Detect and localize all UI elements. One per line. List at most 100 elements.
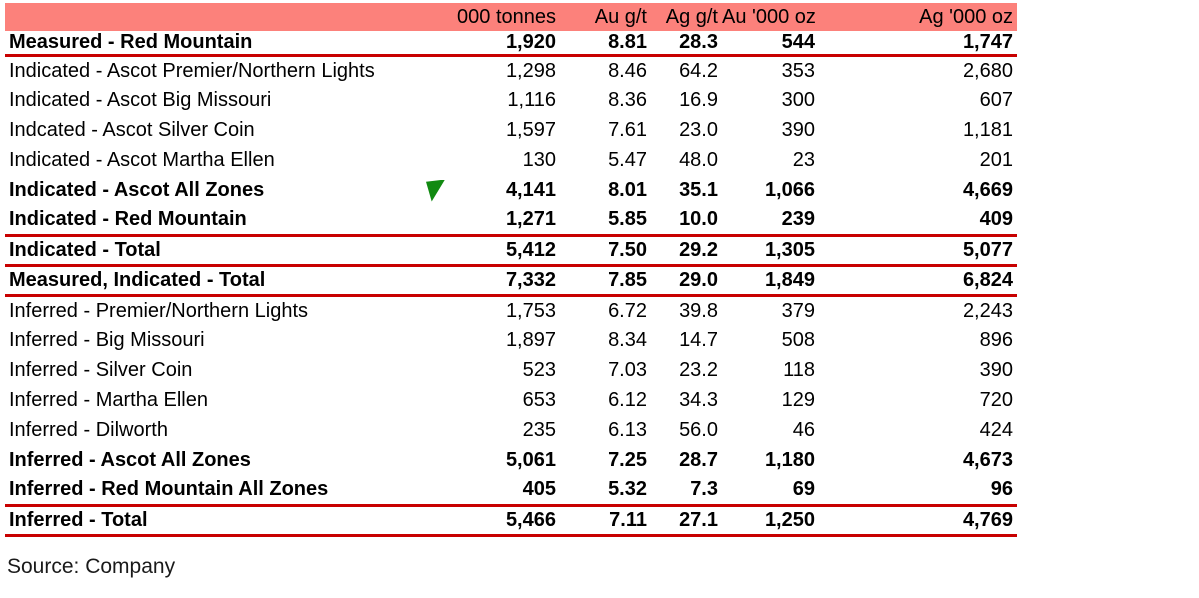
cell-value: 46 <box>792 419 815 441</box>
table-header: 000 tonnes Au g/t Ag g/t Au '000 oz Ag '000 … <box>5 3 1017 31</box>
cell-value: 6.12 <box>608 389 647 411</box>
cell-value: 64.2 <box>679 59 718 82</box>
cell-value: 607 <box>979 89 1013 111</box>
cell-value: 10.0 <box>651 205 722 237</box>
cell-value: 1,066 <box>764 179 815 201</box>
cell-value: 1,298 <box>505 59 556 82</box>
cell-value: 353 <box>781 59 815 82</box>
cell-value: 5,466 <box>450 505 560 537</box>
row-label: Inferred - Silver Coin <box>9 359 193 381</box>
cell-value: 8.01 <box>608 179 647 201</box>
table-row: Indicated - Red Mountain 1,271 5.85 10.0 239… <box>5 205 1017 237</box>
cell-value: 390 <box>979 359 1013 381</box>
cell-value: 4,669 <box>962 179 1013 201</box>
cell-value: 7.25 <box>608 449 647 471</box>
column-header: Ag '000 oz <box>819 3 1017 31</box>
row-label: Inferred - Premier/Northern Lights <box>9 299 309 322</box>
row-label: Inferred - Martha Ellen <box>9 389 208 411</box>
table-row: Inferred - Martha Ellen 653 6.12 34.3 129 720 <box>5 386 1017 416</box>
table-row: Inferred - Ascot All Zones 5,061 7.25 28.7 1… <box>5 446 1017 476</box>
cell-value: 1,753 <box>505 299 556 322</box>
row-label: Indicated - Ascot Martha Ellen <box>9 149 275 171</box>
table-row: Inferred - Big Missouri 1,897 8.34 14.7 508 8… <box>5 326 1017 356</box>
row-label: Indicated - Ascot Big Missouri <box>9 89 272 111</box>
row-label: Indicated - Total <box>5 235 450 267</box>
cell-value: 35.1 <box>679 179 718 201</box>
row-label: Measured, Indicated - Total <box>5 265 450 297</box>
green-flag-icon <box>426 179 445 202</box>
cell-value: 23 <box>792 149 815 171</box>
row-label: Indicated - Red Mountain <box>5 205 450 237</box>
table-header-row: 000 tonnes Au g/t Ag g/t Au '000 oz Ag '000 … <box>5 3 1017 31</box>
cell-value: 379 <box>781 299 815 322</box>
table-row: Indicated - Total 5,412 7.50 29.2 1,305 5,077 <box>5 235 1017 267</box>
source-note: Source: Company <box>7 555 176 578</box>
table-row: Inferred - Premier/Northern Lights 1,753 6… <box>5 296 1017 326</box>
cell-value: 5,077 <box>819 235 1017 267</box>
column-header: Au '000 oz <box>722 3 819 31</box>
cell-value: 1,747 <box>819 31 1017 57</box>
cell-value: 7.3 <box>651 475 722 507</box>
cell-value: 29.2 <box>651 235 722 267</box>
cell-value: 8.36 <box>608 89 647 111</box>
cell-value: 7.50 <box>560 235 651 267</box>
row-label: Indicated - Ascot Premier/Northern Light… <box>9 59 375 82</box>
cell-value: 300 <box>781 89 815 111</box>
table-row: Measured - Red Mountain 1,920 8.81 28.3 544 1… <box>5 31 1017 57</box>
cell-value: 8.81 <box>560 31 651 57</box>
table-row: Indicated - Ascot All Zones 4,141 8.01 35.1… <box>5 176 1017 206</box>
cell-value: 2,680 <box>962 59 1013 82</box>
cell-value: 1,250 <box>722 505 819 537</box>
cell-value: 896 <box>979 329 1013 351</box>
cell-value: 8.46 <box>608 59 647 82</box>
cell-value: 16.9 <box>679 89 718 111</box>
cell-value: 720 <box>979 389 1013 411</box>
cell-value: 7,332 <box>450 265 560 297</box>
cell-value: 409 <box>819 205 1017 237</box>
cell-value: 23.2 <box>679 359 718 381</box>
table-row: Inferred - Red Mountain All Zones 405 5.32… <box>5 475 1017 507</box>
column-header: 000 tonnes <box>450 3 560 31</box>
table-row: Inferred - Total 5,466 7.11 27.1 1,250 4,769 <box>5 505 1017 537</box>
cell-value: 5.32 <box>560 475 651 507</box>
cell-value: 523 <box>522 359 556 381</box>
cell-value: 5,412 <box>450 235 560 267</box>
cell-value: 27.1 <box>651 505 722 537</box>
cell-value: 6.72 <box>608 299 647 322</box>
cell-value: 1,305 <box>722 235 819 267</box>
row-label: Inferred - Total <box>5 505 450 537</box>
row-label: Indicated - Ascot All Zones <box>5 176 450 206</box>
cell-value: 1,116 <box>507 89 556 111</box>
cell-value: 1,180 <box>764 449 815 471</box>
cell-value: 235 <box>522 419 556 441</box>
cell-value: 1,271 <box>450 205 560 237</box>
cell-value: 118 <box>783 359 815 381</box>
cell-value: 5,061 <box>505 449 556 471</box>
column-header-blank <box>5 3 450 31</box>
cell-value: 69 <box>722 475 819 507</box>
cell-value: 34.3 <box>679 389 718 411</box>
cell-value: 129 <box>781 389 815 411</box>
cell-value: 28.7 <box>679 449 718 471</box>
column-header: Au g/t <box>560 3 651 31</box>
row-label: Inferred - Dilworth <box>9 419 168 441</box>
column-header: Ag g/t <box>651 3 722 31</box>
cell-value: 130 <box>522 149 556 171</box>
cell-value: 424 <box>979 419 1013 441</box>
cell-value: 544 <box>722 31 819 57</box>
table-row: Measured, Indicated - Total 7,332 7.85 29.0… <box>5 265 1017 297</box>
table-row: Indcated - Ascot Silver Coin 1,597 7.61 23.… <box>5 116 1017 146</box>
cell-value: 4,141 <box>505 179 556 201</box>
cell-value: 1,897 <box>505 329 556 351</box>
row-label: Measured - Red Mountain <box>5 31 450 57</box>
row-label: Inferred - Red Mountain All Zones <box>5 475 450 507</box>
table-row: Indicated - Ascot Premier/Northern Light… <box>5 56 1017 86</box>
cell-value: 6.13 <box>608 419 647 441</box>
cell-value: 390 <box>781 119 815 141</box>
table-body: Measured - Red Mountain 1,920 8.81 28.3 544 1… <box>5 31 1017 537</box>
row-label: Inferred - Ascot All Zones <box>9 449 251 471</box>
cell-value: 14.7 <box>679 329 718 351</box>
cell-value: 28.3 <box>651 31 722 57</box>
table-row: Inferred - Dilworth 235 6.13 56.0 46 424 <box>5 416 1017 446</box>
cell-value: 405 <box>450 475 560 507</box>
